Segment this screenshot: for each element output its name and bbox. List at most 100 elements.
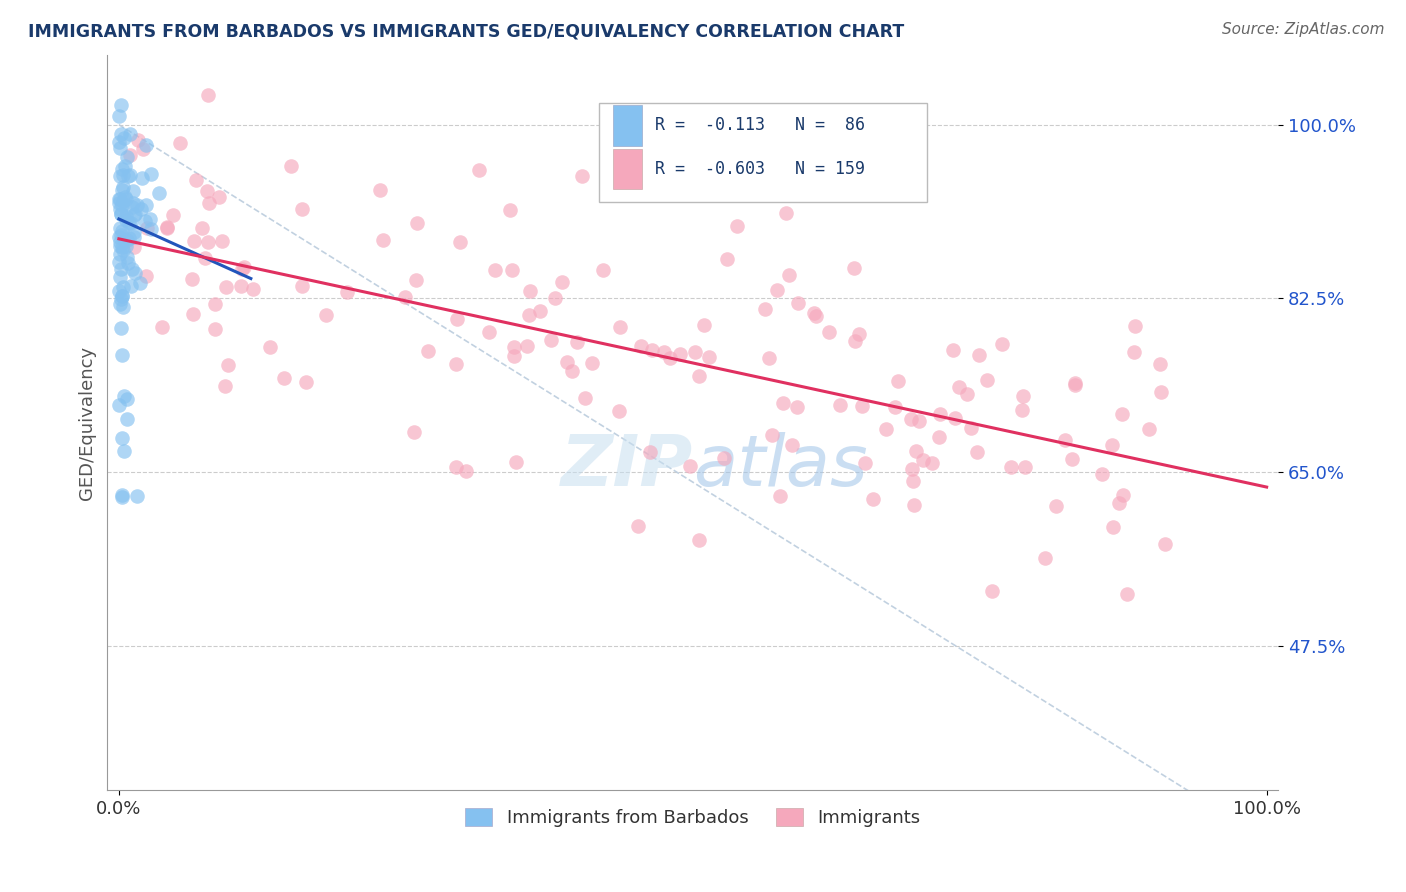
Point	[135, 220, 157, 235]
Point	[758, 351, 780, 365]
Point	[561, 364, 583, 378]
Point	[1000, 459, 1022, 474]
Point	[713, 450, 735, 465]
Point	[108, 202, 131, 216]
Point	[110, 207, 132, 221]
Point	[1149, 357, 1171, 371]
Point	[110, 228, 132, 243]
Point	[1108, 496, 1130, 510]
Point	[848, 326, 870, 341]
Point	[115, 392, 138, 406]
Point	[110, 198, 132, 212]
Point	[211, 234, 233, 248]
Point	[725, 219, 748, 234]
Point	[121, 200, 143, 214]
Point	[214, 378, 236, 392]
Point	[197, 87, 219, 102]
Point	[517, 309, 540, 323]
Point	[121, 262, 143, 277]
Point	[181, 272, 204, 286]
Point	[110, 247, 132, 261]
Point	[117, 233, 139, 247]
Point	[551, 275, 574, 289]
Point	[503, 349, 526, 363]
Point	[111, 348, 134, 362]
Point	[607, 404, 630, 418]
Point	[114, 159, 136, 173]
Point	[110, 296, 132, 310]
Point	[259, 340, 281, 354]
Point	[110, 261, 132, 276]
Point	[501, 263, 523, 277]
Point	[627, 519, 650, 533]
Point	[110, 192, 132, 206]
Point	[110, 97, 132, 112]
Point	[273, 371, 295, 385]
Point	[156, 219, 179, 234]
Point	[111, 431, 134, 445]
Point	[769, 489, 792, 503]
Point	[204, 297, 226, 311]
Text: atlas: atlas	[693, 432, 868, 501]
Point	[1125, 318, 1147, 333]
Point	[127, 198, 149, 212]
Point	[697, 351, 720, 365]
Point	[444, 358, 467, 372]
Point	[875, 422, 897, 436]
Point	[111, 289, 134, 303]
Point	[207, 190, 229, 204]
Point	[370, 183, 392, 197]
Point	[418, 343, 440, 358]
Point	[976, 373, 998, 387]
Point	[108, 136, 131, 150]
Point	[1116, 587, 1139, 601]
Point	[505, 454, 527, 468]
Point	[124, 229, 146, 244]
Point	[803, 306, 825, 320]
Point	[884, 400, 907, 414]
Y-axis label: GED/Equivalency: GED/Equivalency	[79, 345, 96, 500]
Point	[122, 208, 145, 222]
Point	[851, 399, 873, 413]
Point	[108, 169, 131, 183]
Point	[543, 291, 565, 305]
Point	[786, 401, 808, 415]
Point	[112, 389, 135, 403]
Point	[110, 239, 132, 253]
Point	[108, 254, 131, 268]
Point	[928, 408, 950, 422]
Point	[195, 184, 218, 198]
Point	[1053, 434, 1076, 448]
Point	[804, 309, 827, 323]
Point	[128, 276, 150, 290]
Point	[114, 193, 136, 207]
Point	[156, 221, 179, 235]
Point	[121, 195, 143, 210]
Point	[960, 421, 983, 435]
Point	[1111, 408, 1133, 422]
Point	[127, 133, 149, 147]
Point	[108, 284, 131, 298]
Point	[446, 312, 468, 326]
Point	[108, 192, 131, 206]
Point	[638, 444, 661, 458]
Point	[231, 278, 253, 293]
Point	[111, 300, 134, 314]
Point	[688, 533, 710, 547]
Point	[683, 344, 706, 359]
Point	[967, 348, 990, 362]
Point	[669, 347, 692, 361]
Point	[291, 279, 314, 293]
Point	[775, 206, 797, 220]
Point	[111, 224, 134, 238]
Point	[169, 136, 191, 150]
Point	[139, 211, 162, 226]
Point	[921, 457, 943, 471]
Point	[444, 459, 467, 474]
Point	[844, 334, 866, 348]
Text: R =  -0.113   N =  86: R = -0.113 N = 86	[655, 116, 865, 135]
Point	[117, 411, 139, 425]
Point	[135, 198, 157, 212]
Point	[980, 583, 1002, 598]
Point	[581, 356, 603, 370]
